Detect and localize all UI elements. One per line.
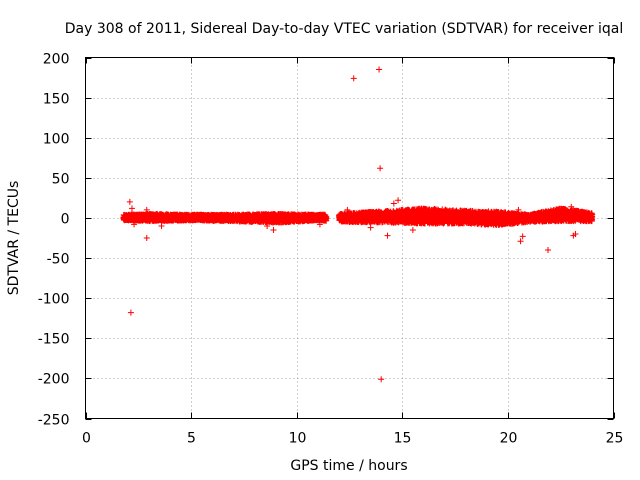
data-points [120, 66, 596, 383]
grid [85, 57, 614, 419]
chart-title: Day 308 of 2011, Sidereal Day-to-day VTE… [65, 21, 623, 37]
